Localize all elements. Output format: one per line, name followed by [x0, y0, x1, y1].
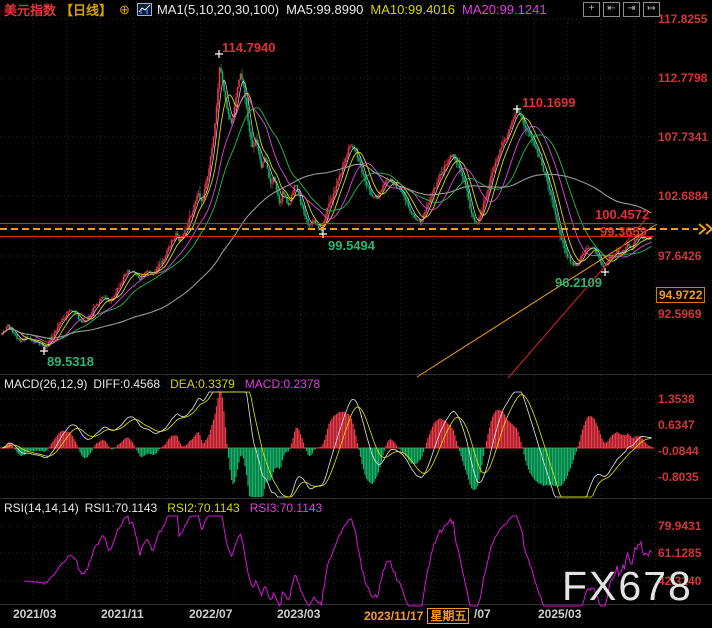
macd-axis-label: 1.3538 — [658, 392, 695, 406]
ma100-line — [1, 163, 652, 339]
time-axis-label: 2023/03 — [277, 607, 321, 621]
rsi-axis-label: 61.1285 — [658, 546, 702, 560]
price-axis-label: 112.7798 — [658, 71, 708, 85]
macd-histogram-positive — [2, 392, 653, 448]
add-overlay-icon[interactable]: ⊕ — [119, 1, 130, 17]
zoom-out-icon[interactable]: ⇤ — [603, 2, 620, 17]
crosshair-icon[interactable]: + — [583, 2, 600, 17]
price-axis-label: 107.7341 — [658, 130, 709, 144]
macd-diff-value: DIFF:0.4568 — [93, 376, 161, 391]
price-annotation: 99.3659 — [600, 224, 647, 239]
price-annotation: 114.7940 — [222, 40, 276, 55]
ma30-line — [1, 107, 652, 341]
crosshair-weekday-label: 星期五 — [427, 608, 470, 624]
main-chart-header: 美元指数 【日线】 ⊕ MA1(5,10,20,30,100) MA5:99.8… — [4, 1, 547, 19]
macd-axis-label: 0.6347 — [658, 418, 695, 432]
price-annotation: 99.5494 — [328, 238, 375, 253]
time-axis-label: 2025/03 — [538, 607, 582, 621]
time-axis-label: 2021/03 — [13, 607, 57, 621]
price-annotation: 89.5318 — [47, 354, 94, 369]
rsi-axis-label: 79.9431 — [658, 519, 702, 533]
price-annotation: 96.2109 — [555, 275, 602, 290]
rsi-axis-label: 42.3140 — [658, 574, 702, 588]
time-axis-label: 2022/07 — [189, 607, 233, 621]
macd-value: MACD:0.2378 — [244, 376, 321, 391]
rsi-line — [24, 515, 652, 607]
rsi2-value: RSI2:70.1143 — [167, 500, 240, 515]
price-line-arrow-icon — [698, 223, 712, 235]
ma5-value: MA5:99.8990 — [286, 2, 364, 17]
rsi1-value: RSI1:70.1143 — [84, 500, 158, 515]
macd-title[interactable]: MACD(26,12,9) — [4, 376, 88, 391]
macd-dea-value: DEA:0.3379 — [170, 376, 235, 391]
price-axis-label: 102.6884 — [658, 189, 709, 203]
macd-axis-label: -0.0844 — [658, 444, 699, 458]
macd-dea-line — [1, 391, 652, 498]
ma5-line — [1, 79, 652, 347]
price-axis-label: 92.5969 — [658, 307, 702, 321]
price-tag-box[interactable]: 94.9722 — [656, 287, 706, 303]
macd-histogram-negative — [13, 448, 578, 497]
period-label[interactable]: 【日线】 — [60, 3, 113, 18]
chart-toolbar: + ⇤ ⇥ ↦ — [583, 2, 660, 17]
brand-watermark: FX678 — [562, 563, 693, 609]
pan-right-icon[interactable]: ↦ — [643, 2, 660, 17]
price-axis-label: 97.6426 — [658, 249, 702, 263]
grid-vertical — [32, 19, 636, 603]
trend-line-orange[interactable] — [416, 223, 658, 378]
time-axis-label: /07 — [474, 607, 491, 621]
time-axis-label: 2021/11 — [101, 607, 144, 621]
ma20-value: MA20:99.1241 — [462, 2, 547, 17]
price-annotation: 110.1699 — [522, 95, 576, 110]
symbol-name[interactable]: 美元指数 — [4, 3, 57, 18]
trend-line-red[interactable] — [507, 218, 647, 379]
price-axis-label: 117.8255 — [658, 12, 708, 26]
zoom-in-icon[interactable]: ⇥ — [623, 2, 640, 17]
rsi3-value: RSI3:70.1143 — [249, 500, 323, 515]
chart-type-icon[interactable] — [136, 3, 152, 16]
extreme-point-markers — [40, 50, 609, 355]
rsi-header: RSI(14,14,14) RSI1:70.1143 RSI2:70.1143 … — [4, 500, 322, 515]
rsi-title[interactable]: RSI(14,14,14) — [4, 500, 79, 515]
crosshair-date-tooltip: 2023/11/17 星期五 — [364, 607, 470, 624]
macd-axis-label: -0.8035 — [658, 470, 699, 484]
ma-settings-label: MA1(5,10,20,30,100) — [156, 2, 280, 17]
price-annotation: 100.4572 — [595, 207, 650, 222]
ma10-value: MA10:99.4016 — [370, 2, 455, 17]
macd-header: MACD(26,12,9) DIFF:0.4568 DEA:0.3379 MAC… — [4, 376, 320, 391]
candle-bodies-up — [1, 67, 651, 350]
